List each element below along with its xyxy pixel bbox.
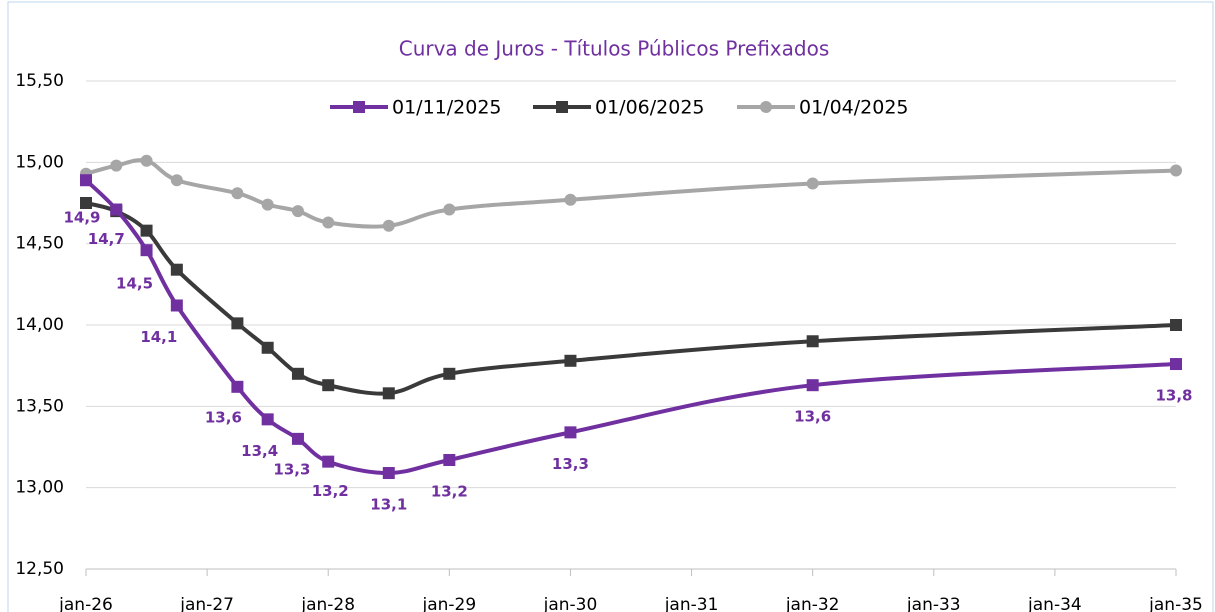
data-point [806,379,819,392]
data-label: 13,6 [794,408,831,426]
y-tick-label: 12,50 [15,559,64,579]
y-tick-label: 15,50 [15,71,64,91]
data-point [443,454,456,467]
data-point [140,224,153,237]
data-point [261,413,274,426]
data-point [170,174,183,187]
data-point [291,432,304,445]
x-tick-label: jan-31 [664,595,719,612]
data-point [382,387,395,400]
x-tick-label: jan-27 [179,595,234,612]
legend-marker [556,101,568,113]
data-point [231,187,244,200]
y-tick-label: 13,50 [15,396,64,416]
series-line [84,178,1177,476]
data-label: 13,3 [552,455,589,473]
data-point [806,177,819,190]
data-point [170,299,183,312]
data-point [322,379,335,392]
series-line [85,201,1177,396]
x-tick-label: jan-32 [785,595,840,612]
data-label: 13,2 [431,483,468,501]
data-point [140,244,153,257]
data-point [291,367,304,380]
x-tick-label: jan-29 [421,595,476,612]
data-point [564,354,577,367]
y-tick-label: 14,50 [15,234,64,254]
data-label: 14,1 [140,328,177,346]
data-point [322,455,335,468]
data-label: 13,6 [205,408,242,426]
data-point [231,380,244,393]
data-label: 13,1 [370,496,407,514]
data-point [1170,358,1182,371]
data-point [80,197,92,209]
data-point [443,367,456,380]
legend-marker [353,101,365,113]
data-point [231,317,244,330]
x-tick-label: jan-34 [1027,595,1082,612]
data-point [80,174,92,187]
x-tick-label: jan-35 [1148,595,1203,612]
x-tick-label: jan-26 [58,595,113,612]
legend-label: 01/11/2025 [392,97,502,119]
data-label: 13,3 [273,460,310,478]
legend-label: 01/04/2025 [799,97,909,119]
y-tick-label: 13,00 [15,478,64,498]
data-label: 13,2 [312,482,349,500]
y-tick-label: 14,00 [15,315,64,335]
data-point [443,203,456,216]
chart-border [7,1,1214,612]
data-label: 14,5 [116,275,153,293]
x-tick-label: jan-28 [300,595,355,612]
series-line [85,158,1177,229]
data-point [382,467,395,480]
data-point [322,216,335,229]
data-point [110,159,123,172]
data-point [1170,164,1182,177]
data-point [261,341,274,354]
data-point [140,154,153,167]
chart-title: Curva de Juros - Títulos Públicos Prefix… [399,37,830,61]
data-point [382,219,395,232]
data-point [170,263,183,276]
x-tick-label: jan-30 [543,595,598,612]
data-point [1170,319,1182,331]
data-point [806,335,819,348]
data-point [291,205,304,218]
data-point [261,198,274,211]
data-label: 14,9 [63,209,100,227]
legend-label: 01/06/2025 [595,97,705,119]
x-tick-label: jan-33 [906,595,961,612]
data-point [564,193,577,206]
data-point [564,426,577,439]
legend-marker [760,101,772,113]
y-tick-label: 15,00 [15,152,64,172]
data-label: 13,4 [241,442,278,460]
data-point [110,203,123,216]
data-label: 13,8 [1155,387,1192,405]
data-label: 14,7 [88,230,125,248]
